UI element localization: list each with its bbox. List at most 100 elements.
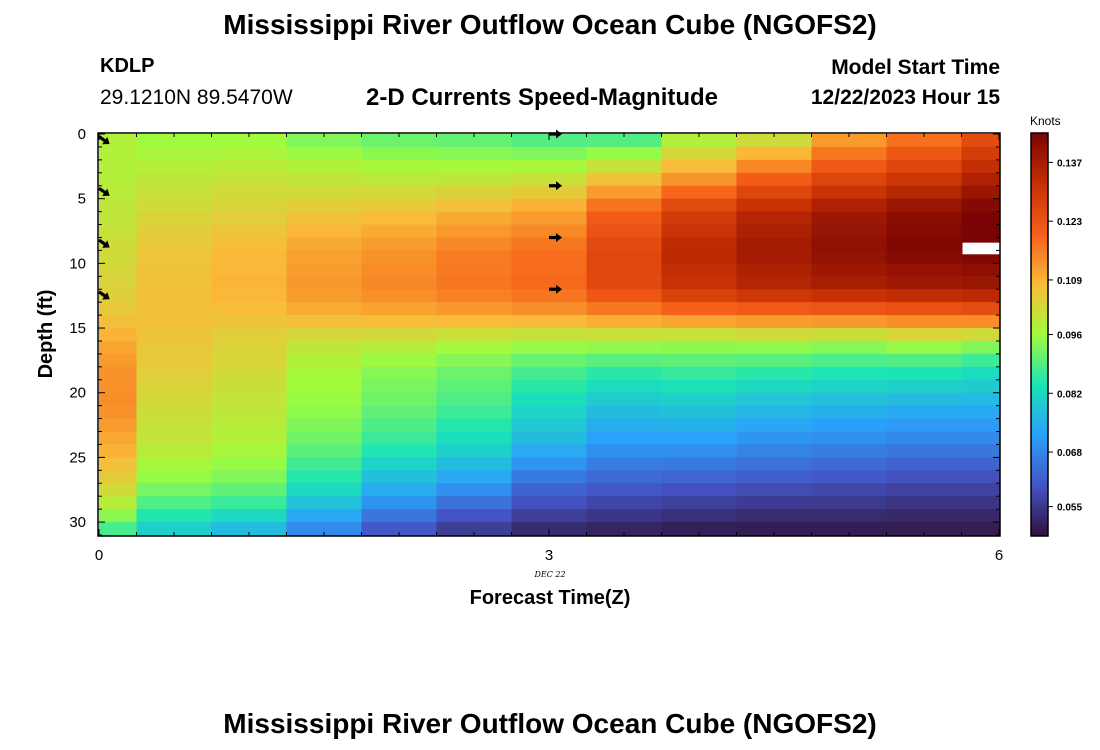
heatmap-cell (886, 366, 963, 381)
heatmap-cell (811, 134, 888, 148)
heatmap-cell (99, 250, 138, 264)
heatmap-cell (99, 237, 138, 252)
heatmap-cell (811, 379, 888, 394)
heatmap-cell (99, 289, 138, 303)
heatmap-cell (511, 431, 588, 446)
heatmap-cell (811, 146, 888, 161)
colorbar-tick-label: 0.109 (1057, 276, 1082, 287)
heatmap-cell (511, 418, 588, 433)
heatmap-cell (99, 444, 138, 458)
heatmap-cell (136, 185, 213, 200)
heatmap-cell (736, 392, 813, 407)
heatmap-cell (436, 211, 513, 226)
heatmap-cell (811, 431, 888, 446)
heatmap-cell (286, 185, 363, 200)
heatmap-cell (99, 146, 138, 161)
heatmap-cell (511, 470, 588, 484)
heatmap-cell (436, 328, 513, 342)
heatmap-cell (661, 159, 738, 174)
heatmap-cell (136, 470, 213, 484)
heatmap-cell (286, 263, 363, 277)
heatmap-cell (886, 211, 963, 226)
heatmap-cell (99, 263, 138, 277)
heatmap-cell (736, 263, 813, 277)
heatmap-cell (586, 198, 663, 213)
heatmap-cell (211, 470, 288, 484)
heatmap-cell (661, 250, 738, 264)
heatmap-cell (99, 379, 138, 394)
heatmap-cell (136, 392, 213, 407)
heatmap-cell (511, 340, 588, 355)
heatmap-cell (511, 185, 588, 200)
heatmap-cell (811, 509, 888, 523)
heatmap-cell (886, 185, 963, 200)
heatmap-cell (361, 276, 438, 290)
heatmap-cell (361, 134, 438, 148)
heatmap-cell (736, 509, 813, 523)
heatmap-cell (361, 444, 438, 458)
heatmap-cell (436, 315, 513, 329)
heatmap-cell (961, 134, 1000, 148)
heatmap-cell (736, 276, 813, 290)
heatmap-cell (886, 392, 963, 407)
heatmap-cell (586, 418, 663, 433)
heatmap-cell (886, 470, 963, 484)
heatmap-cell (436, 263, 513, 277)
heatmap-cell (361, 418, 438, 433)
heatmap-cell (286, 134, 363, 148)
heatmap-cell (361, 457, 438, 471)
heatmap-cell (886, 509, 963, 523)
heatmap-cell (961, 405, 1000, 420)
heatmap-cell (586, 509, 663, 523)
heatmap-cell (511, 379, 588, 394)
y-tick-label: 5 (78, 191, 86, 208)
heatmap-cell (211, 392, 288, 407)
heatmap-cell (436, 509, 513, 523)
heatmap-cell (511, 496, 588, 510)
heatmap-cell (586, 340, 663, 355)
heatmap-cell (286, 379, 363, 394)
heatmap-cell (886, 159, 963, 174)
heatmap-cell (361, 353, 438, 368)
heatmap-cell (436, 496, 513, 510)
heatmap-cell (99, 353, 138, 368)
heatmap-cell (511, 211, 588, 226)
current-vectors (98, 129, 562, 300)
heatmap-cell (436, 392, 513, 407)
heatmap-cell (811, 470, 888, 484)
heatmap-cell (661, 211, 738, 226)
heatmap-cell (661, 483, 738, 497)
heatmap-cell (961, 172, 1000, 187)
heatmap-cell (736, 405, 813, 420)
heatmap-cell (136, 405, 213, 420)
heatmap-cell (436, 431, 513, 446)
heatmap-cell (661, 444, 738, 458)
heatmap-cell (961, 366, 1000, 381)
current-vector-arrow (98, 238, 110, 248)
heatmap-cell (586, 185, 663, 200)
heatmap-cell (736, 302, 813, 316)
heatmap-cell (586, 276, 663, 290)
heatmap-cell (361, 237, 438, 252)
current-vector-arrow (549, 129, 562, 139)
heatmap-cell (736, 444, 813, 458)
heatmap-cell (661, 366, 738, 381)
heatmap-cell (961, 509, 1000, 523)
heatmap-cell (811, 315, 888, 329)
heatmap-cell (511, 405, 588, 420)
heatmap-cell (361, 522, 438, 536)
station-id: KDLP (100, 55, 155, 77)
heatmap-cell (736, 211, 813, 226)
heatmap-cell (736, 146, 813, 161)
heatmap-cell (361, 366, 438, 381)
heatmap-cell (211, 224, 288, 239)
heatmap-cell (136, 172, 213, 187)
heatmap-cell (661, 276, 738, 290)
heatmap-cell (886, 353, 963, 368)
heatmap-cell (436, 237, 513, 252)
heatmap-cell (211, 289, 288, 303)
heatmap-cell (99, 315, 138, 329)
colorbar-tick-label: 0.068 (1057, 448, 1082, 459)
heatmap-cell (661, 185, 738, 200)
heatmap-cell (811, 289, 888, 303)
